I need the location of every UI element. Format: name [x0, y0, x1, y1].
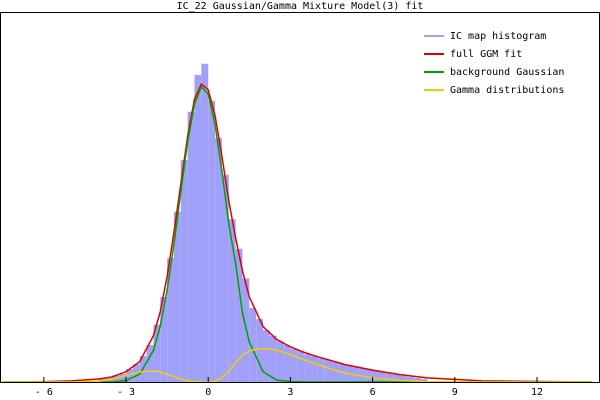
- histogram-bar: [263, 330, 270, 382]
- x-tick-label: 6: [370, 387, 376, 398]
- histogram-bar: [167, 258, 174, 382]
- histogram-bar: [304, 354, 311, 382]
- histogram-bar: [393, 374, 400, 382]
- histogram-bar: [249, 308, 257, 382]
- histogram-bar: [365, 369, 373, 382]
- histogram-bar: [180, 160, 188, 382]
- histogram-bar: [283, 345, 291, 382]
- histogram-bar: [215, 137, 222, 382]
- x-tick-label: 9: [452, 387, 458, 398]
- histogram-bar: [400, 375, 407, 382]
- histogram-bar: [331, 361, 339, 382]
- histogram-bar: [187, 111, 195, 383]
- histogram-bar: [358, 367, 366, 382]
- histogram-bar: [201, 63, 209, 383]
- histogram-bar: [194, 74, 202, 383]
- chart-title: IC_22 Gaussian/Gamma Mixture Model(3) fi…: [177, 1, 424, 12]
- x-tick-label: 0: [205, 387, 211, 398]
- histogram-bar: [413, 377, 421, 382]
- histogram-bar: [173, 211, 181, 382]
- legend-label: IC map histogram: [450, 31, 546, 42]
- fit-line: [2, 82, 592, 383]
- histogram-bar: [221, 174, 229, 382]
- histogram-bar: [126, 369, 133, 382]
- histogram-bar: [324, 359, 332, 382]
- legend-label: full GGM fit: [450, 49, 522, 60]
- histogram-bar: [406, 376, 414, 382]
- legend-label: background Gaussian: [450, 67, 564, 78]
- histogram-bar: [160, 296, 168, 382]
- x-tick-label: - 6: [35, 387, 53, 398]
- histogram-bar: [119, 373, 127, 382]
- histogram-bar: [146, 345, 154, 382]
- histogram-bar: [276, 341, 284, 382]
- histogram-bar: [386, 373, 394, 382]
- histogram-bar: [208, 100, 216, 383]
- histogram-bar: [420, 379, 428, 382]
- histogram-bar: [297, 350, 305, 382]
- histogram-bar: [228, 219, 236, 382]
- x-tick-label: - 3: [117, 387, 135, 398]
- x-tick-label: 3: [287, 387, 293, 398]
- histogram-bar: [290, 348, 298, 382]
- histogram-bar: [153, 324, 161, 382]
- histogram-bar: [379, 372, 387, 382]
- legend-label: Gamma distributions: [450, 85, 564, 96]
- histogram-bar: [269, 335, 277, 382]
- histogram-bar: [372, 370, 380, 382]
- histogram-bar: [235, 248, 243, 382]
- histogram-bar: [310, 356, 318, 382]
- x-tick-label: 12: [531, 387, 543, 398]
- histogram-bar: [317, 358, 325, 382]
- histogram-bar: [256, 319, 264, 382]
- fit-line: [2, 347, 592, 383]
